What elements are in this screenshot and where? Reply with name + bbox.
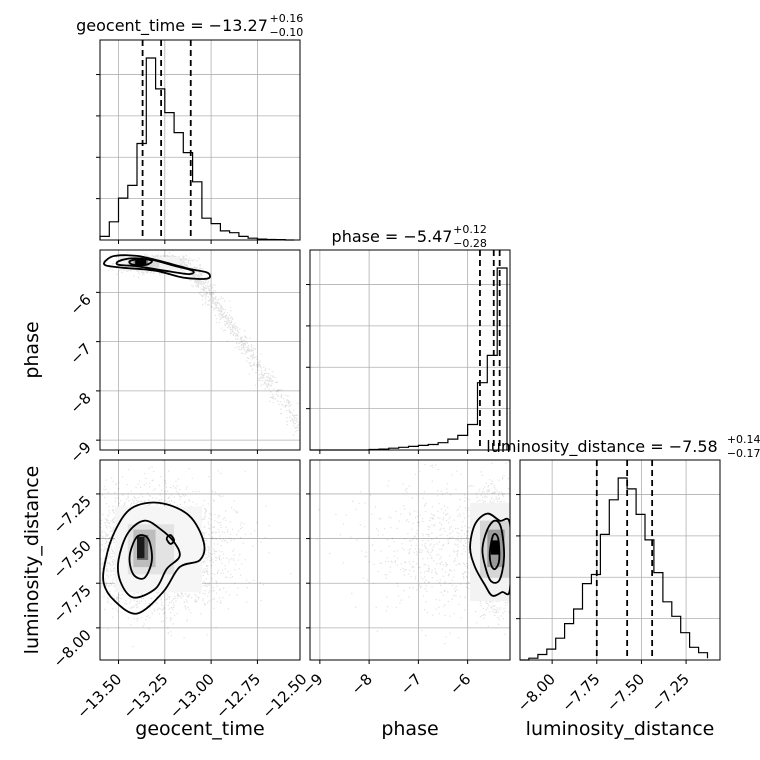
title-plus-phase: +0.12 [453, 223, 487, 236]
x-axis-label-luminosity_distance: luminosity_distance [526, 718, 715, 740]
panel-frame-2-2 [519, 459, 721, 661]
x-tick-label-geocent_time-4: −12.50 [259, 670, 311, 722]
contours-luminosity_distance_vs_geocent_time [128, 534, 153, 580]
x-tick-label-phase-0: −9 [298, 670, 326, 698]
x-tick-label-luminosity_distance-2: −7.50 [603, 670, 648, 715]
contours-luminosity_distance_vs_geocent_time [165, 534, 176, 545]
title-minus-luminosity_distance: −0.17 [727, 447, 760, 460]
panel-frame-1-2 [309, 459, 511, 661]
contour-luminosity_distance_vs_geocent_time-level-1 [117, 519, 181, 599]
density-cell-luminosity_distance_vs_phase-3 [490, 540, 499, 555]
x-tick-label-phase-1: −8 [348, 670, 376, 698]
x-axis-label-geocent_time: geocent_time [135, 718, 264, 740]
panel-frame-1-1 [309, 249, 511, 451]
y-tick-label-luminosity_distance-3: −8.00 [50, 626, 95, 671]
contours-luminosity_distance_vs_phase [488, 533, 501, 571]
y-axis-label-luminosity_distance: luminosity_distance [21, 466, 43, 655]
title-main-luminosity_distance: luminosity_distance = −7.58 [486, 437, 717, 457]
contour-phase_vs_geocent_time-level-2 [128, 257, 153, 267]
contour-luminosity_distance_vs_phase-level-0 [469, 512, 510, 597]
density-luminosity_distance_vs_geocent_time [114, 506, 202, 593]
title-phase: phase = −5.47 +0.12−0.28 [332, 223, 487, 250]
y-tick-label-phase-3: −9 [66, 438, 94, 466]
contour-luminosity_distance_vs_geocent_time-level-3 [165, 534, 176, 545]
y-axis-label-phase: phase [21, 321, 43, 378]
title-luminosity_distance: luminosity_distance = −7.58 +0.14−0.17 [486, 433, 760, 460]
y-tick-label-phase-1: −7 [66, 340, 94, 368]
histogram-luminosity_distance [520, 477, 709, 661]
title-main-phase: phase = −5.47 [332, 227, 453, 246]
x-tick-label-luminosity_distance-3: −7.25 [648, 670, 693, 715]
title-minus-phase: −0.28 [453, 237, 487, 250]
title-main-geocent_time: geocent_time = −13.27 [76, 16, 268, 36]
y-tick-label-luminosity_distance-1: −7.50 [50, 537, 95, 582]
panel-frame-0-0 [99, 39, 301, 241]
title-plus-luminosity_distance: +0.14 [727, 433, 760, 446]
contour-luminosity_distance_vs_phase-level-1 [481, 519, 506, 584]
contours-phase_vs_geocent_time [103, 254, 211, 280]
x-tick-label-geocent_time-0: −13.50 [73, 670, 125, 722]
panel-frame-0-1 [99, 249, 301, 451]
x-tick-label-luminosity_distance-1: −7.75 [558, 670, 603, 715]
contour-luminosity_distance_vs_geocent_time-level-2 [128, 534, 153, 580]
contours-phase_vs_geocent_time [128, 257, 153, 267]
y-tick-label-luminosity_distance-0: −7.25 [50, 492, 95, 537]
title-minus-geocent_time: −0.10 [270, 26, 304, 39]
density-cell-phase_vs_geocent_time-3 [135, 259, 147, 266]
histogram-phase [310, 267, 508, 451]
density-cell-luminosity_distance_vs_geocent_time-4 [137, 536, 145, 559]
title-geocent_time: geocent_time = −13.27 +0.16−0.10 [76, 12, 303, 39]
contours-luminosity_distance_vs_geocent_time [102, 501, 206, 615]
x-tick-label-geocent_time-1: −13.25 [120, 670, 172, 722]
contours-luminosity_distance_vs_phase [481, 519, 506, 584]
contour-phase_vs_geocent_time-level-0 [103, 254, 211, 280]
x-axis-label-phase: phase [381, 718, 438, 740]
histogram-geocent_time [99, 57, 295, 241]
x-tick-label-phase-3: −6 [446, 670, 474, 698]
contour-luminosity_distance_vs_geocent_time-level-0 [102, 501, 206, 615]
x-tick-label-geocent_time-2: −13.00 [166, 670, 218, 722]
x-tick-label-luminosity_distance-0: −8.00 [514, 670, 559, 715]
x-tick-label-phase-2: −7 [397, 670, 425, 698]
title-plus-geocent_time: +0.16 [270, 12, 304, 25]
contours-luminosity_distance_vs_geocent_time [117, 519, 181, 599]
y-tick-label-phase-0: −6 [66, 290, 94, 318]
contours-luminosity_distance_vs_phase [469, 512, 510, 597]
x-tick-label-geocent_time-3: −12.75 [212, 670, 264, 722]
y-tick-label-luminosity_distance-2: −7.75 [50, 581, 95, 626]
y-tick-label-phase-2: −8 [66, 389, 94, 417]
panel-frame-0-2 [99, 459, 301, 661]
contour-luminosity_distance_vs_phase-level-2 [488, 533, 501, 571]
